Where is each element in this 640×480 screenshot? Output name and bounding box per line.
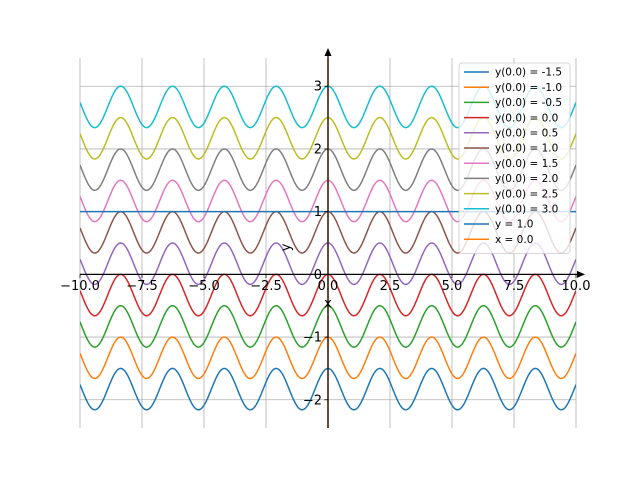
ticks: −10.0 −7.5 −5.0 −2.5 0.0 2.5 5.0 7.5 10.0 −2 −1 0 1 2… [60, 80, 590, 409]
y-tick-label: −1 [303, 331, 322, 346]
y-axis-arrow [324, 48, 332, 56]
legend-entry: y(0.0) = 0.0 [495, 112, 558, 124]
x-tick-label: 2.5 [380, 279, 401, 294]
x-tick-label: 0.0 [318, 279, 339, 294]
y-tick-label: 2 [314, 142, 322, 157]
y-tick-label: 1 [314, 205, 322, 220]
legend-entry: y(0.0) = -0.5 [495, 97, 562, 109]
legend-entry: y = 1.0 [495, 219, 533, 231]
axes [80, 48, 585, 428]
y-tick-label: 0 [314, 268, 322, 283]
legend-entry: y(0.0) = 1.5 [495, 158, 558, 170]
legend-entry: y(0.0) = 3.0 [495, 204, 558, 216]
legend-entry: y(0.0) = -1.5 [495, 67, 562, 79]
x-tick-label: −10.0 [60, 279, 100, 294]
legend-entry: y(0.0) = 2.0 [495, 173, 558, 185]
legend-entry: y(0.0) = 2.5 [495, 188, 558, 200]
x-tick-label: 10.0 [562, 279, 591, 294]
x-tick-label: −7.5 [126, 279, 158, 294]
x-axis-arrow [577, 270, 585, 278]
legend-frame [458, 62, 571, 254]
legend-entry: y(0.0) = 1.0 [495, 143, 558, 155]
y-tick-label: −2 [303, 393, 322, 408]
x-tick-label: 7.5 [504, 279, 525, 294]
legend: y(0.0) = -1.5 y(0.0) = -1.0 y(0.0) = -0.5 y… [458, 62, 571, 254]
y-axis-label: y [279, 243, 294, 251]
x-axis-label: x [324, 296, 332, 311]
x-tick-label: −2.5 [250, 279, 282, 294]
x-tick-label: 5.0 [442, 279, 463, 294]
x-tick-label: −5.0 [188, 279, 220, 294]
legend-entry: y(0.0) = -1.0 [495, 82, 562, 94]
legend-entry: y(0.0) = 0.5 [495, 128, 558, 140]
legend-entry: x = 0.0 [495, 234, 533, 246]
y-tick-label: 3 [314, 80, 322, 95]
